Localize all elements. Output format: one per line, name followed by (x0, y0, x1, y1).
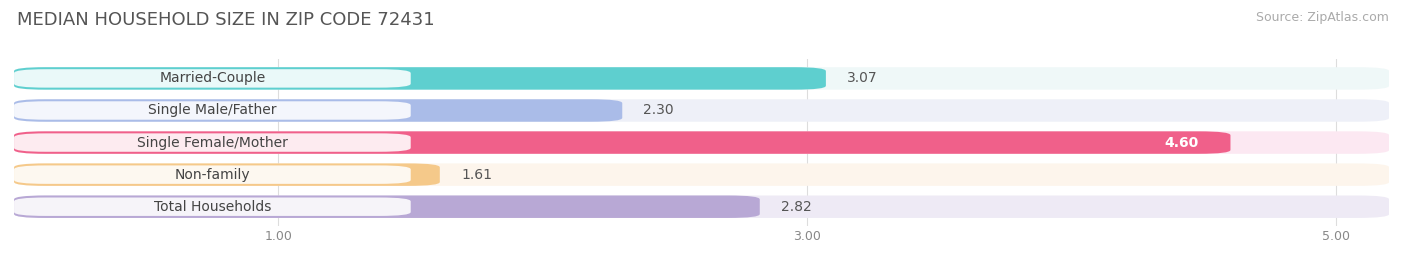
FancyBboxPatch shape (14, 67, 825, 90)
FancyBboxPatch shape (14, 99, 623, 122)
Text: 2.82: 2.82 (780, 200, 811, 214)
Text: Married-Couple: Married-Couple (159, 72, 266, 86)
Text: Source: ZipAtlas.com: Source: ZipAtlas.com (1256, 11, 1389, 24)
FancyBboxPatch shape (14, 197, 411, 216)
FancyBboxPatch shape (14, 163, 440, 186)
Text: 1.61: 1.61 (461, 168, 492, 182)
FancyBboxPatch shape (14, 99, 1389, 122)
Text: Non-family: Non-family (174, 168, 250, 182)
FancyBboxPatch shape (14, 133, 411, 152)
FancyBboxPatch shape (14, 131, 1389, 154)
FancyBboxPatch shape (14, 165, 411, 184)
FancyBboxPatch shape (14, 67, 1389, 90)
Text: MEDIAN HOUSEHOLD SIZE IN ZIP CODE 72431: MEDIAN HOUSEHOLD SIZE IN ZIP CODE 72431 (17, 11, 434, 29)
Text: Total Households: Total Households (153, 200, 271, 214)
Text: Single Female/Mother: Single Female/Mother (136, 136, 288, 150)
FancyBboxPatch shape (14, 163, 1389, 186)
Text: 2.30: 2.30 (644, 104, 673, 118)
Text: 4.60: 4.60 (1164, 136, 1199, 150)
FancyBboxPatch shape (14, 69, 411, 88)
FancyBboxPatch shape (14, 196, 1389, 218)
Text: 3.07: 3.07 (846, 72, 877, 86)
FancyBboxPatch shape (14, 101, 411, 120)
Text: Single Male/Father: Single Male/Father (148, 104, 277, 118)
FancyBboxPatch shape (14, 196, 759, 218)
FancyBboxPatch shape (14, 131, 1230, 154)
